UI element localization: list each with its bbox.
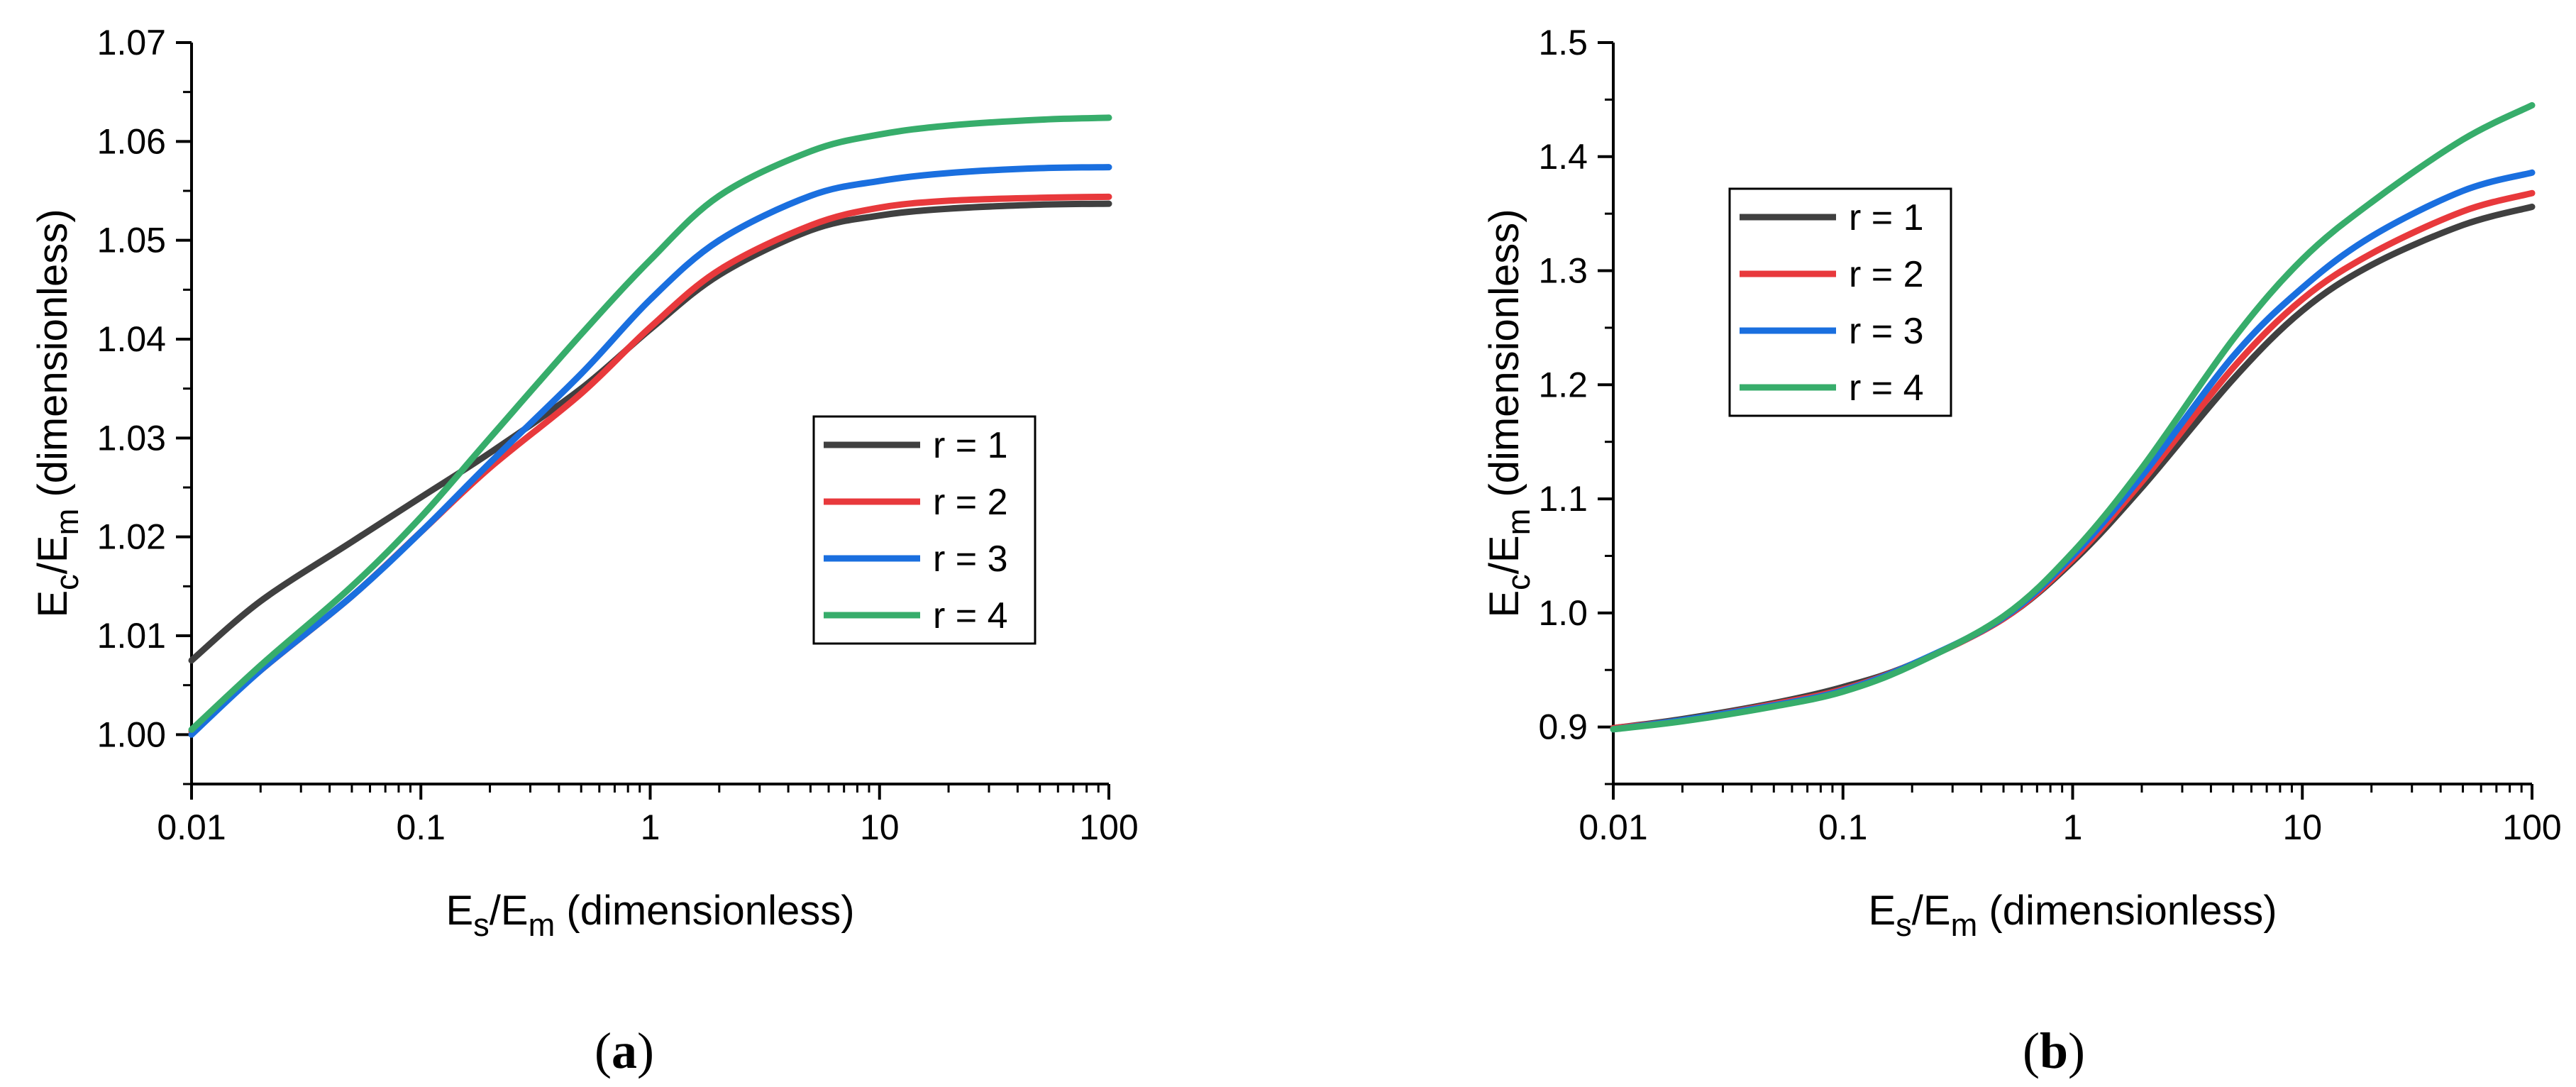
x-tick-label: 100 <box>2502 807 2561 847</box>
y-tick-label: 1.06 <box>97 121 166 161</box>
x-tick-label: 0.1 <box>396 807 446 847</box>
x-axis-label: Es/Em (dimensionless) <box>446 888 854 943</box>
chart-panel-a: 0.01 0.1 1 10 100 1.00 1.01 1.02 1.03 1.04 1.05 1.0… <box>30 23 1139 1079</box>
x-tick-label: 10 <box>860 807 900 847</box>
x-tick-label: 10 <box>2282 807 2322 847</box>
legend-label-r2: r = 2 <box>933 482 1008 523</box>
y-tick-label: 1.03 <box>97 418 166 458</box>
series-line-r3 <box>188 164 1112 738</box>
legend-label-r1: r = 1 <box>1849 197 1924 238</box>
legend-label-r1: r = 1 <box>933 425 1008 466</box>
legend-label-r3: r = 3 <box>1849 311 1924 352</box>
y-tick-label: 1.3 <box>1538 251 1588 291</box>
y-tick-label: 1.4 <box>1538 137 1588 177</box>
x-tick-label: 1 <box>2063 807 2083 847</box>
panel-label: (a) <box>595 1022 654 1079</box>
y-axis-label: Ec/Em (dimensionless) <box>1481 209 1537 617</box>
y-tick-label: 0.9 <box>1538 707 1588 747</box>
panel-label: (b) <box>2023 1022 2085 1079</box>
legend-label-r2: r = 2 <box>1849 254 1924 295</box>
legend-label-r3: r = 3 <box>933 539 1008 580</box>
legend-label-r4: r = 4 <box>1849 368 1924 409</box>
x-minor-ticks <box>259 784 1100 793</box>
series-line-r4 <box>188 114 1112 733</box>
x-tick-label: 1 <box>641 807 660 847</box>
x-tick-label: 0.1 <box>1818 807 1868 847</box>
y-tick-label: 1.5 <box>1538 23 1588 62</box>
y-tick-label: 1.0 <box>1538 593 1588 633</box>
x-axis-label: Es/Em (dimensionless) <box>1868 888 2277 943</box>
y-tick-label: 1.07 <box>97 23 166 62</box>
y-axis-label: Ec/Em (dimensionless) <box>30 209 85 617</box>
x-minor-ticks <box>1681 784 2523 793</box>
y-tick-label: 1.2 <box>1538 365 1588 404</box>
legend-box <box>1728 187 1952 417</box>
series-line-r4 <box>1610 101 2536 733</box>
legend: r = 1 r = 2 r = 3 r = 4 <box>812 415 1037 645</box>
legend: r = 1 r = 2 r = 3 r = 4 <box>1728 187 1952 417</box>
chart-panel-b: 0.01 0.1 1 10 100 0.9 1.0 1.1 1.2 1.3 1.4 1.5 Es/Em … <box>1481 23 2562 1079</box>
y-tick-label: 1.1 <box>1538 479 1588 519</box>
y-tick-label: 1.00 <box>97 714 166 754</box>
y-tick-label: 1.05 <box>97 221 166 260</box>
y-tick-label: 1.02 <box>97 517 166 557</box>
legend-box <box>812 415 1037 645</box>
y-tick-label: 1.01 <box>97 616 166 656</box>
x-tick-label: 0.01 <box>1579 807 1647 847</box>
x-tick-label: 100 <box>1079 807 1138 847</box>
legend-label-r4: r = 4 <box>933 595 1008 636</box>
x-tick-label: 0.01 <box>157 807 226 847</box>
y-tick-label: 1.04 <box>97 319 166 359</box>
